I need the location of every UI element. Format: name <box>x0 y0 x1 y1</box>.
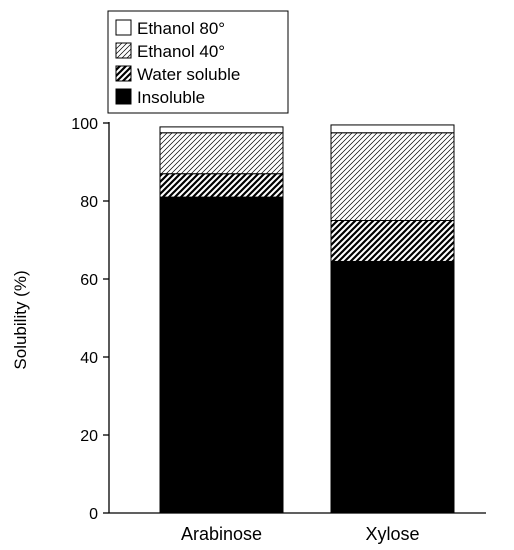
y-tick-label: 20 <box>80 428 98 445</box>
bar-segment-water-soluble-arabinose <box>159 173 284 198</box>
legend-label: Ethanol 40° <box>137 42 225 61</box>
bar-segment-ethanol-80-xylose <box>330 124 455 134</box>
x-tick-label: Xylose <box>365 524 419 544</box>
x-tick-label: Arabinose <box>181 524 262 544</box>
legend-swatch <box>115 42 132 59</box>
y-tick-label: 100 <box>71 116 98 133</box>
legend-swatch <box>115 65 132 82</box>
legend-swatch <box>115 19 132 36</box>
bar-segment-ethanol-40-xylose <box>330 132 455 221</box>
bar-segment-insoluble-xylose <box>330 260 455 514</box>
y-axis-label: Solubility (%) <box>11 270 30 369</box>
legend: Ethanol 80° Ethanol 40° Water soluble Insol… <box>107 10 289 114</box>
bar-segment-insoluble-arabinose <box>159 196 284 514</box>
legend-label: Water soluble <box>137 65 240 84</box>
legend-frame <box>107 10 289 114</box>
bars: Arabinose Xylose <box>159 124 455 544</box>
y-tick-label: 60 <box>80 272 98 289</box>
legend-label: Ethanol 80° <box>137 19 225 38</box>
y-tick-label: 80 <box>80 194 98 211</box>
y-tick-label: 40 <box>80 350 98 367</box>
legend-label: Insoluble <box>137 88 205 107</box>
y-tick-label: 0 <box>89 506 98 523</box>
bar-segment-ethanol-40-arabinose <box>159 132 284 175</box>
legend-swatch <box>115 88 132 105</box>
bar-segment-water-soluble-xylose <box>330 220 455 262</box>
bar-segment-ethanol-80-arabinose <box>159 126 284 134</box>
